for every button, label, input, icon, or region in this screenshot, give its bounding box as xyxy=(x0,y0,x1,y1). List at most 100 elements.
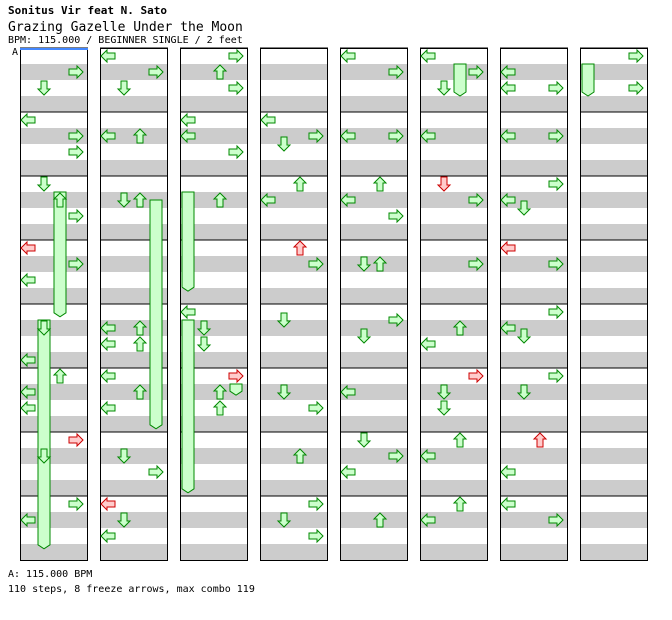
arrow-down-icon xyxy=(276,384,292,400)
arrow-up-icon xyxy=(452,496,468,512)
beat-stripe xyxy=(260,64,328,80)
beat-stripe xyxy=(100,480,168,496)
beat-stripe xyxy=(20,352,88,368)
arrow-right-icon xyxy=(228,80,244,96)
arrow-left-icon xyxy=(100,496,116,512)
beat-stripe xyxy=(180,64,248,80)
arrow-right-icon xyxy=(468,64,484,80)
arrow-left-icon xyxy=(180,112,196,128)
arrow-down-icon xyxy=(516,200,532,216)
beat-stripe xyxy=(580,512,648,528)
arrow-up-icon xyxy=(292,176,308,192)
beat-stripe xyxy=(500,224,568,240)
beat-stripe xyxy=(20,384,88,400)
arrow-left-icon xyxy=(420,128,436,144)
arrow-down-icon xyxy=(276,136,292,152)
beat-stripe xyxy=(180,96,248,112)
beat-stripe xyxy=(20,64,88,80)
beat-stripe xyxy=(340,160,408,176)
arrow-right-icon xyxy=(388,208,404,224)
beat-stripe xyxy=(20,512,88,528)
arrow-up-icon xyxy=(292,240,308,256)
arrow-up-icon xyxy=(52,368,68,384)
arrow-left-icon xyxy=(20,400,36,416)
arrow-left-icon xyxy=(100,368,116,384)
beat-stripe xyxy=(180,256,248,272)
beat-stripe xyxy=(580,544,648,560)
arrow-left-icon xyxy=(420,336,436,352)
arrow-up-icon xyxy=(212,192,228,208)
arrow-right-icon xyxy=(308,496,324,512)
beat-stripe xyxy=(180,352,248,368)
beat-stripe xyxy=(420,416,488,432)
arrow-down-icon xyxy=(356,328,372,344)
arrow-right-icon xyxy=(468,192,484,208)
beat-stripe xyxy=(340,96,408,112)
beat-stripe xyxy=(180,544,248,560)
beat-stripe xyxy=(180,192,248,208)
arrow-left-icon xyxy=(500,192,516,208)
beat-stripe xyxy=(180,512,248,528)
arrow-down-icon xyxy=(436,400,452,416)
beat-stripe xyxy=(420,288,488,304)
arrow-down-icon xyxy=(196,320,212,336)
beat-stripe xyxy=(500,288,568,304)
beat-stripe xyxy=(20,160,88,176)
arrow-up-icon xyxy=(372,176,388,192)
beat-stripe xyxy=(180,416,248,432)
beat-stripe xyxy=(260,256,328,272)
beat-stripe xyxy=(580,320,648,336)
beat-stripe xyxy=(420,448,488,464)
beat-stripe xyxy=(500,192,568,208)
arrow-down-icon xyxy=(436,176,452,192)
beat-stripe xyxy=(340,128,408,144)
freeze-arrow xyxy=(53,191,67,318)
beat-stripe xyxy=(180,320,248,336)
arrow-up-icon xyxy=(52,192,68,208)
arrow-left-icon xyxy=(420,48,436,64)
chart-meta: BPM: 115.000 / BEGINNER SINGLE / 2 feet xyxy=(8,35,243,46)
arrow-right-icon xyxy=(68,432,84,448)
arrow-left-icon xyxy=(340,128,356,144)
arrow-up-icon xyxy=(452,320,468,336)
beat-stripe xyxy=(340,544,408,560)
beat-stripe xyxy=(420,480,488,496)
bpm-marker-label: A xyxy=(12,47,19,58)
beat-stripe xyxy=(180,288,248,304)
beat-stripe xyxy=(180,224,248,240)
arrow-left-icon xyxy=(500,80,516,96)
arrow-left-icon xyxy=(420,448,436,464)
bpm-legend: A: 115.000 BPM xyxy=(8,569,93,580)
beat-stripe xyxy=(260,192,328,208)
beat-stripe xyxy=(340,224,408,240)
beat-stripe xyxy=(340,384,408,400)
arrow-left-icon xyxy=(20,512,36,528)
arrow-left-icon xyxy=(500,496,516,512)
arrow-left-icon xyxy=(180,304,196,320)
arrow-down-icon xyxy=(36,176,52,192)
arrow-left-icon xyxy=(340,464,356,480)
arrow-left-icon xyxy=(260,112,276,128)
beat-stripe xyxy=(420,544,488,560)
staff-border xyxy=(260,48,328,561)
beat-stripe xyxy=(180,448,248,464)
beat-stripe xyxy=(340,256,408,272)
beat-stripe xyxy=(420,96,488,112)
beat-stripe xyxy=(20,320,88,336)
arrow-down-icon xyxy=(436,80,452,96)
arrow-left-icon xyxy=(500,464,516,480)
beat-stripe xyxy=(260,320,328,336)
beat-stripe xyxy=(420,128,488,144)
arrow-up-icon xyxy=(292,448,308,464)
beat-stripe xyxy=(580,416,648,432)
arrow-up-icon xyxy=(372,256,388,272)
beat-stripe xyxy=(340,192,408,208)
beat-stripe xyxy=(20,544,88,560)
arrow-down-icon xyxy=(356,256,372,272)
beat-stripe xyxy=(580,384,648,400)
arrow-up-icon xyxy=(132,384,148,400)
beat-stripe xyxy=(420,192,488,208)
beat-stripe xyxy=(340,448,408,464)
arrow-up-icon xyxy=(212,400,228,416)
beat-stripe xyxy=(260,128,328,144)
